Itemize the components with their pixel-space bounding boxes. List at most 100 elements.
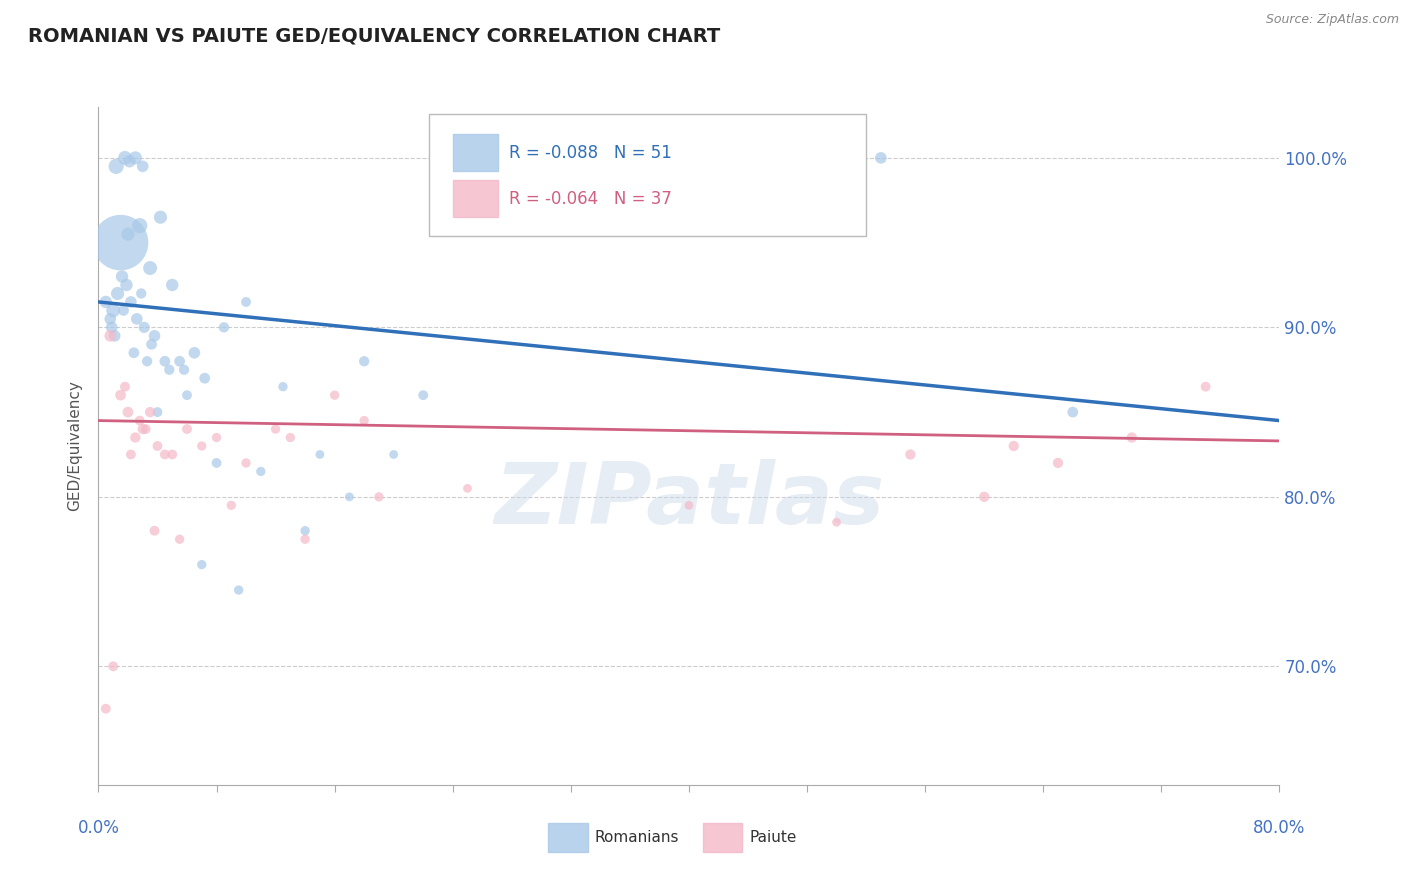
Point bbox=[124, 430, 146, 444]
Point bbox=[412, 388, 434, 402]
Point bbox=[368, 490, 391, 504]
Point bbox=[280, 430, 302, 444]
Point bbox=[294, 532, 316, 546]
Point bbox=[146, 439, 169, 453]
Point bbox=[117, 227, 139, 241]
Point bbox=[115, 277, 138, 292]
Point bbox=[149, 210, 172, 224]
Point bbox=[118, 154, 141, 169]
Text: Paiute: Paiute bbox=[749, 830, 797, 845]
Point bbox=[94, 294, 117, 309]
Text: Romanians: Romanians bbox=[595, 830, 679, 845]
Point bbox=[105, 159, 128, 173]
Point bbox=[120, 447, 142, 462]
Point bbox=[143, 524, 166, 538]
Text: ROMANIAN VS PAIUTE GED/EQUIVALENCY CORRELATION CHART: ROMANIAN VS PAIUTE GED/EQUIVALENCY CORRE… bbox=[28, 27, 720, 45]
Point bbox=[353, 414, 375, 428]
Point bbox=[98, 328, 121, 343]
Point bbox=[1062, 405, 1084, 419]
Point bbox=[153, 447, 176, 462]
Point bbox=[132, 422, 155, 436]
Point bbox=[382, 447, 405, 462]
Point bbox=[98, 311, 121, 326]
Point bbox=[162, 447, 183, 462]
Point bbox=[157, 362, 180, 376]
Point bbox=[136, 354, 159, 368]
Point bbox=[825, 515, 848, 529]
Point bbox=[1121, 430, 1143, 444]
Point bbox=[271, 379, 294, 393]
Point bbox=[146, 405, 169, 419]
Point bbox=[191, 558, 214, 572]
Point bbox=[139, 260, 162, 275]
Point bbox=[169, 354, 191, 368]
Text: Source: ZipAtlas.com: Source: ZipAtlas.com bbox=[1265, 13, 1399, 27]
Point bbox=[973, 490, 995, 504]
Bar bbox=[453, 134, 498, 171]
Point bbox=[103, 303, 125, 318]
Point bbox=[122, 345, 145, 359]
Point bbox=[205, 456, 228, 470]
Point bbox=[212, 320, 235, 334]
Point bbox=[235, 456, 257, 470]
Point bbox=[173, 362, 195, 376]
Point bbox=[117, 405, 139, 419]
Point bbox=[153, 354, 176, 368]
Point bbox=[221, 498, 243, 512]
Point bbox=[162, 277, 183, 292]
Point bbox=[1195, 379, 1218, 393]
Point bbox=[129, 286, 152, 301]
Point bbox=[124, 151, 146, 165]
Point bbox=[870, 151, 893, 165]
Point bbox=[135, 422, 157, 436]
Point bbox=[107, 286, 129, 301]
Point bbox=[205, 430, 228, 444]
Point bbox=[678, 498, 700, 512]
Point bbox=[103, 659, 125, 673]
FancyBboxPatch shape bbox=[429, 114, 866, 235]
Bar bbox=[453, 179, 498, 217]
Point bbox=[100, 320, 122, 334]
Point bbox=[104, 328, 127, 343]
Point bbox=[141, 337, 163, 351]
Point bbox=[114, 151, 136, 165]
Point bbox=[112, 303, 135, 318]
Point bbox=[110, 388, 132, 402]
Point bbox=[114, 379, 136, 393]
Point bbox=[120, 294, 142, 309]
Text: R = -0.088   N = 51: R = -0.088 N = 51 bbox=[509, 145, 672, 162]
Point bbox=[194, 371, 217, 385]
Point bbox=[143, 328, 166, 343]
Text: 80.0%: 80.0% bbox=[1253, 819, 1306, 837]
Point bbox=[457, 481, 479, 495]
Point bbox=[309, 447, 332, 462]
Point bbox=[228, 583, 250, 598]
Point bbox=[128, 414, 150, 428]
Point bbox=[125, 311, 148, 326]
Point bbox=[339, 490, 361, 504]
Point bbox=[128, 219, 150, 233]
Point bbox=[235, 294, 257, 309]
Point bbox=[176, 388, 198, 402]
Text: ZIPatlas: ZIPatlas bbox=[494, 458, 884, 541]
Point bbox=[250, 464, 273, 478]
Point bbox=[264, 422, 287, 436]
Point bbox=[183, 345, 205, 359]
Text: 0.0%: 0.0% bbox=[77, 819, 120, 837]
Point bbox=[294, 524, 316, 538]
Point bbox=[323, 388, 346, 402]
Point bbox=[111, 269, 134, 284]
Point bbox=[132, 159, 155, 173]
Y-axis label: GED/Equivalency: GED/Equivalency bbox=[66, 381, 82, 511]
Point bbox=[1002, 439, 1025, 453]
Text: R = -0.064   N = 37: R = -0.064 N = 37 bbox=[509, 190, 672, 208]
Point bbox=[353, 354, 375, 368]
Point bbox=[94, 701, 117, 715]
Point bbox=[139, 405, 162, 419]
Point bbox=[191, 439, 214, 453]
Point bbox=[169, 532, 191, 546]
Point bbox=[1047, 456, 1070, 470]
Point bbox=[900, 447, 922, 462]
Point bbox=[176, 422, 198, 436]
Point bbox=[134, 320, 156, 334]
